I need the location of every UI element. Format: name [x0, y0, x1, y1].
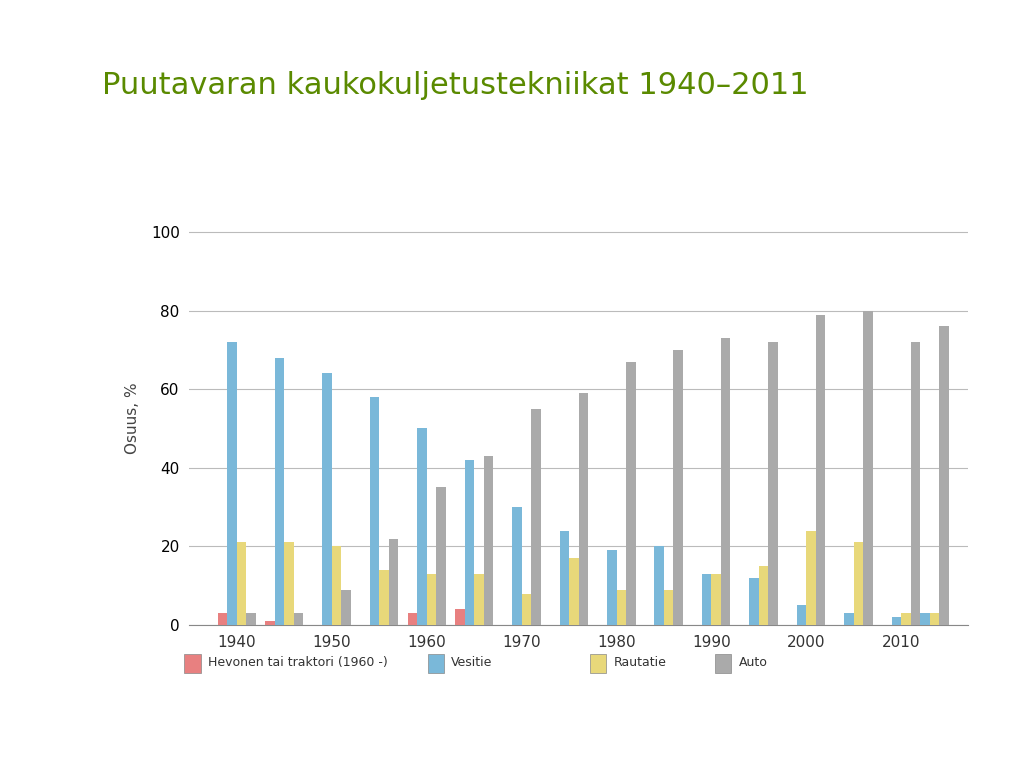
Bar	[863, 311, 872, 625]
Text: Puutavaran kaukokuljetustekniikat 1940–2011: Puutavaran kaukokuljetustekniikat 1940–2…	[102, 71, 809, 100]
Bar	[341, 590, 351, 625]
Bar	[654, 546, 664, 625]
Bar	[408, 613, 417, 625]
Bar	[227, 342, 237, 625]
Bar	[274, 358, 285, 625]
Bar	[816, 315, 825, 625]
Y-axis label: Osuus, %: Osuus, %	[125, 383, 139, 455]
Bar	[521, 594, 531, 625]
Bar	[237, 542, 247, 625]
Bar	[626, 361, 636, 625]
Text: 23.3.2012: 23.3.2012	[409, 737, 472, 751]
Bar	[417, 429, 427, 625]
Bar	[616, 590, 626, 625]
Bar	[674, 350, 683, 625]
Bar	[901, 613, 910, 625]
Bar	[332, 546, 341, 625]
Bar	[721, 338, 730, 625]
Bar	[389, 539, 398, 625]
Bar	[930, 613, 939, 625]
FancyBboxPatch shape	[184, 654, 201, 673]
Bar	[265, 621, 274, 625]
Text: ▲: ▲	[18, 24, 36, 44]
Bar	[512, 507, 521, 625]
Bar	[218, 613, 227, 625]
Bar	[285, 542, 294, 625]
Bar	[436, 487, 445, 625]
Text: Vesitie: Vesitie	[452, 656, 493, 669]
FancyBboxPatch shape	[715, 654, 731, 673]
Text: Hevonen tai traktori (1960 -): Hevonen tai traktori (1960 -)	[208, 656, 388, 669]
Bar	[531, 409, 541, 625]
Bar	[664, 590, 674, 625]
Bar	[806, 531, 816, 625]
Bar	[579, 393, 588, 625]
Bar	[892, 617, 901, 625]
Bar	[607, 550, 616, 625]
Bar	[845, 613, 854, 625]
Bar	[474, 574, 483, 625]
Bar	[247, 613, 256, 625]
Text: www.metsateho.fi: www.metsateho.fi	[891, 27, 1004, 40]
Bar	[759, 566, 768, 625]
Bar	[910, 342, 921, 625]
Bar	[921, 613, 930, 625]
Bar	[939, 326, 948, 625]
Bar	[797, 605, 806, 625]
Bar	[465, 460, 474, 625]
Bar	[712, 574, 721, 625]
Text: Markus Strandröm: Markus Strandröm	[680, 737, 795, 751]
Bar	[701, 574, 712, 625]
Bar	[854, 542, 863, 625]
FancyBboxPatch shape	[428, 654, 443, 673]
Bar	[294, 613, 303, 625]
Bar	[750, 578, 759, 625]
Bar	[569, 558, 579, 625]
Bar	[768, 342, 778, 625]
Bar	[370, 397, 379, 625]
FancyBboxPatch shape	[590, 654, 606, 673]
Text: Rautatie: Rautatie	[613, 656, 667, 669]
Text: Metsäteho: Metsäteho	[46, 21, 196, 46]
Text: 14: 14	[988, 737, 1004, 751]
Bar	[323, 374, 332, 625]
Bar	[456, 609, 465, 625]
Text: Auto: Auto	[738, 656, 768, 669]
Text: Metsätehon tuloskalvosarja  3a/2012: Metsätehon tuloskalvosarja 3a/2012	[20, 737, 252, 751]
Bar	[483, 456, 494, 625]
Bar	[559, 531, 569, 625]
Bar	[379, 570, 389, 625]
Bar	[427, 574, 436, 625]
